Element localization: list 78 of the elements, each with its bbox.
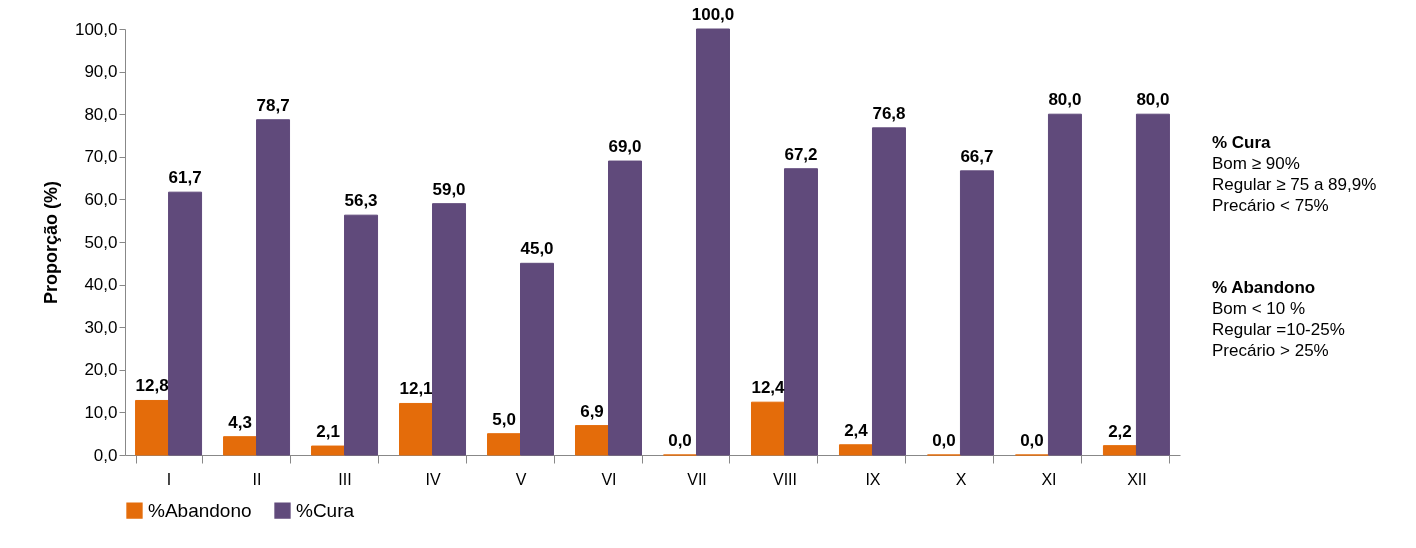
- data-label: 67,2: [784, 144, 818, 164]
- x-tick-label: X: [955, 470, 967, 488]
- data-label: 6,9: [580, 401, 604, 421]
- y-tick-label: 30,0: [84, 317, 118, 337]
- data-label: 59,0: [432, 179, 466, 199]
- y-tick-label: 100,0: [74, 19, 118, 39]
- text: Regular ≥ 75 a 89,9%: [1212, 174, 1377, 195]
- data-label: 69,0: [608, 137, 642, 157]
- legend-label: %Abandono: [148, 499, 252, 521]
- y-tick-label: 20,0: [84, 360, 118, 380]
- text: % Abandono: [1212, 277, 1317, 298]
- text: Bom ≥ 90%: [1212, 153, 1301, 174]
- bar: [1135, 113, 1170, 456]
- bar: [838, 444, 873, 456]
- y-tick-label: 80,0: [84, 104, 118, 124]
- bar: [1047, 113, 1082, 456]
- y-tick-label: 90,0: [84, 62, 118, 82]
- data-label: 5,0: [492, 409, 516, 429]
- data-label: 0,0: [668, 431, 692, 450]
- bar: [344, 214, 379, 456]
- bar: [695, 28, 730, 456]
- text: % Cura: [1212, 132, 1272, 153]
- data-label: 12,8: [135, 376, 169, 396]
- y-tick-label: 70,0: [84, 147, 118, 167]
- text: Regular =10-25%: [1212, 319, 1346, 340]
- data-label: 2,1: [316, 422, 340, 442]
- bar: [135, 399, 170, 456]
- data-label: 0,0: [1020, 431, 1044, 450]
- text: Precário < 75%: [1212, 195, 1330, 216]
- x-tick-label: VII: [687, 470, 707, 488]
- bar: [432, 203, 467, 456]
- y-tick-label: 0,0: [93, 445, 118, 465]
- text: Bom < 10 %: [1212, 298, 1307, 319]
- bar: [520, 262, 555, 456]
- bar: [223, 436, 258, 456]
- y-tick-label: 50,0: [84, 232, 118, 252]
- bar: [575, 425, 610, 456]
- bar: [311, 445, 346, 456]
- data-label: 61,7: [168, 168, 202, 188]
- data-label: 76,8: [872, 103, 906, 123]
- data-label: 2,4: [844, 420, 869, 440]
- data-label: 2,2: [1108, 421, 1132, 441]
- data-label: 4,3: [228, 412, 252, 432]
- data-label: 0,0: [932, 431, 956, 450]
- x-tick-label: XII: [1127, 470, 1147, 488]
- data-label: 78,7: [256, 95, 290, 115]
- x-tick-label: I: [166, 470, 172, 488]
- bar: [399, 402, 434, 456]
- x-tick-label: II: [252, 470, 262, 488]
- bar: [168, 191, 203, 456]
- x-tick-label: IX: [865, 470, 881, 488]
- data-label: 12,1: [399, 379, 433, 399]
- bar: [750, 401, 785, 456]
- y-tick-label: 10,0: [84, 402, 118, 422]
- y-axis-title: Proporção (%): [40, 180, 61, 305]
- data-label: 66,7: [960, 146, 994, 166]
- data-label: 56,3: [344, 191, 378, 211]
- bar: [256, 119, 291, 456]
- x-tick-label: IV: [425, 470, 441, 488]
- bar: [1102, 445, 1137, 456]
- data-label: 45,0: [520, 239, 554, 259]
- y-tick-label: 60,0: [84, 189, 118, 209]
- bar: [871, 127, 906, 456]
- data-label: 100,0: [691, 5, 735, 24]
- text: Precário > 25%: [1212, 340, 1330, 361]
- x-tick-label: XI: [1041, 470, 1057, 488]
- bar: [959, 170, 994, 456]
- data-label: 80,0: [1136, 90, 1170, 110]
- data-label: 80,0: [1048, 90, 1082, 110]
- x-tick-label: V: [515, 470, 527, 488]
- x-tick-label: VIII: [772, 470, 797, 488]
- bar: [783, 168, 818, 456]
- bar: [608, 160, 642, 456]
- bar: [487, 433, 522, 456]
- y-tick-label: 40,0: [84, 275, 118, 295]
- legend-label: %Cura: [296, 499, 355, 521]
- x-tick-label: VI: [601, 470, 617, 488]
- x-tick-label: III: [338, 470, 352, 488]
